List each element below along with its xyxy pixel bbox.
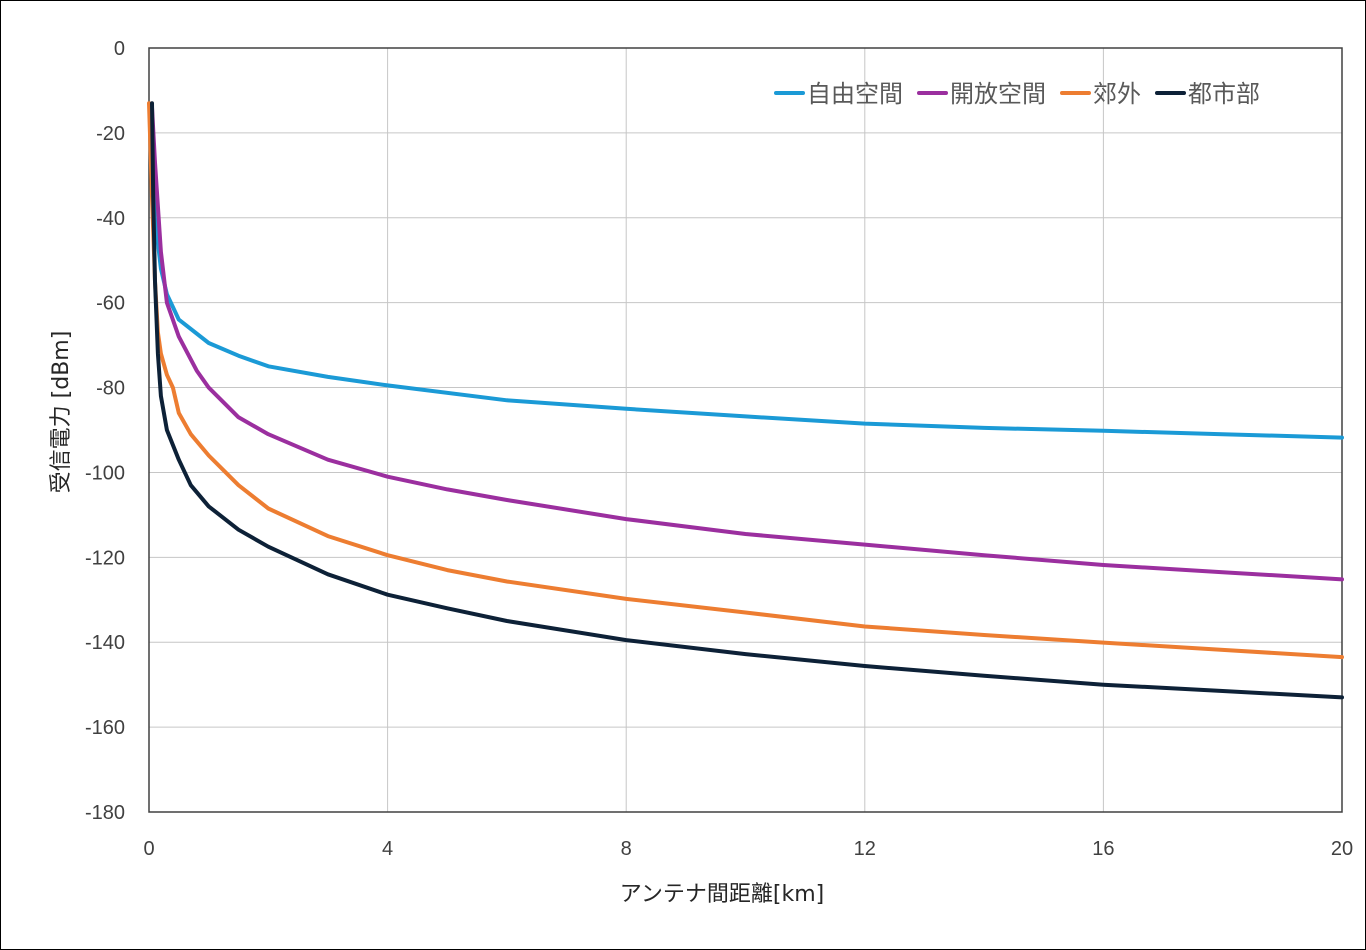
- legend-label-3: 郊外: [1093, 80, 1141, 108]
- legend: 自由空間 開放空間 郊外 都市部: [774, 80, 1260, 108]
- legend-label-1: 自由空間: [807, 80, 903, 108]
- series-line-2: [150, 105, 1344, 582]
- series-line-3: [147, 101, 1344, 660]
- y-tick-label: -160: [85, 717, 125, 739]
- x-tick-label: 4: [382, 838, 393, 860]
- x-tick-label: 16: [1092, 838, 1114, 860]
- grid-lines: [148, 47, 1343, 813]
- y-axis-ticks: 0 -20 -40 -60 -80 -100 -120 -140 -160 -180: [85, 38, 125, 824]
- x-tick-label: 8: [621, 838, 632, 860]
- y-tick-label: -60: [96, 293, 125, 315]
- x-axis-title: アンテナ間距離[km]: [620, 882, 824, 907]
- plot-area-border: [148, 47, 1343, 813]
- series-line-4: [150, 101, 1344, 700]
- y-tick-label: -180: [85, 802, 125, 824]
- y-tick-label: -100: [85, 462, 125, 484]
- y-tick-label: -40: [96, 208, 125, 230]
- legend-label-2: 開放空間: [950, 80, 1046, 108]
- plot-area-border-rect: [148, 47, 1343, 813]
- x-tick-label: 12: [854, 838, 876, 860]
- x-tick-label: 20: [1331, 838, 1353, 860]
- y-axis-title: 受信電力 [dBm]: [49, 331, 74, 494]
- y-tick-label: -140: [85, 632, 125, 654]
- x-axis-ticks: 0 4 8 12 16 20: [143, 838, 1353, 860]
- y-tick-label: -20: [96, 123, 125, 145]
- y-tick-label: -80: [96, 378, 125, 400]
- y-tick-label: -120: [85, 547, 125, 569]
- series-lines: [147, 101, 1344, 700]
- x-tick-label: 0: [143, 838, 154, 860]
- legend-label-4: 都市部: [1188, 80, 1260, 108]
- y-tick-label: 0: [114, 38, 125, 60]
